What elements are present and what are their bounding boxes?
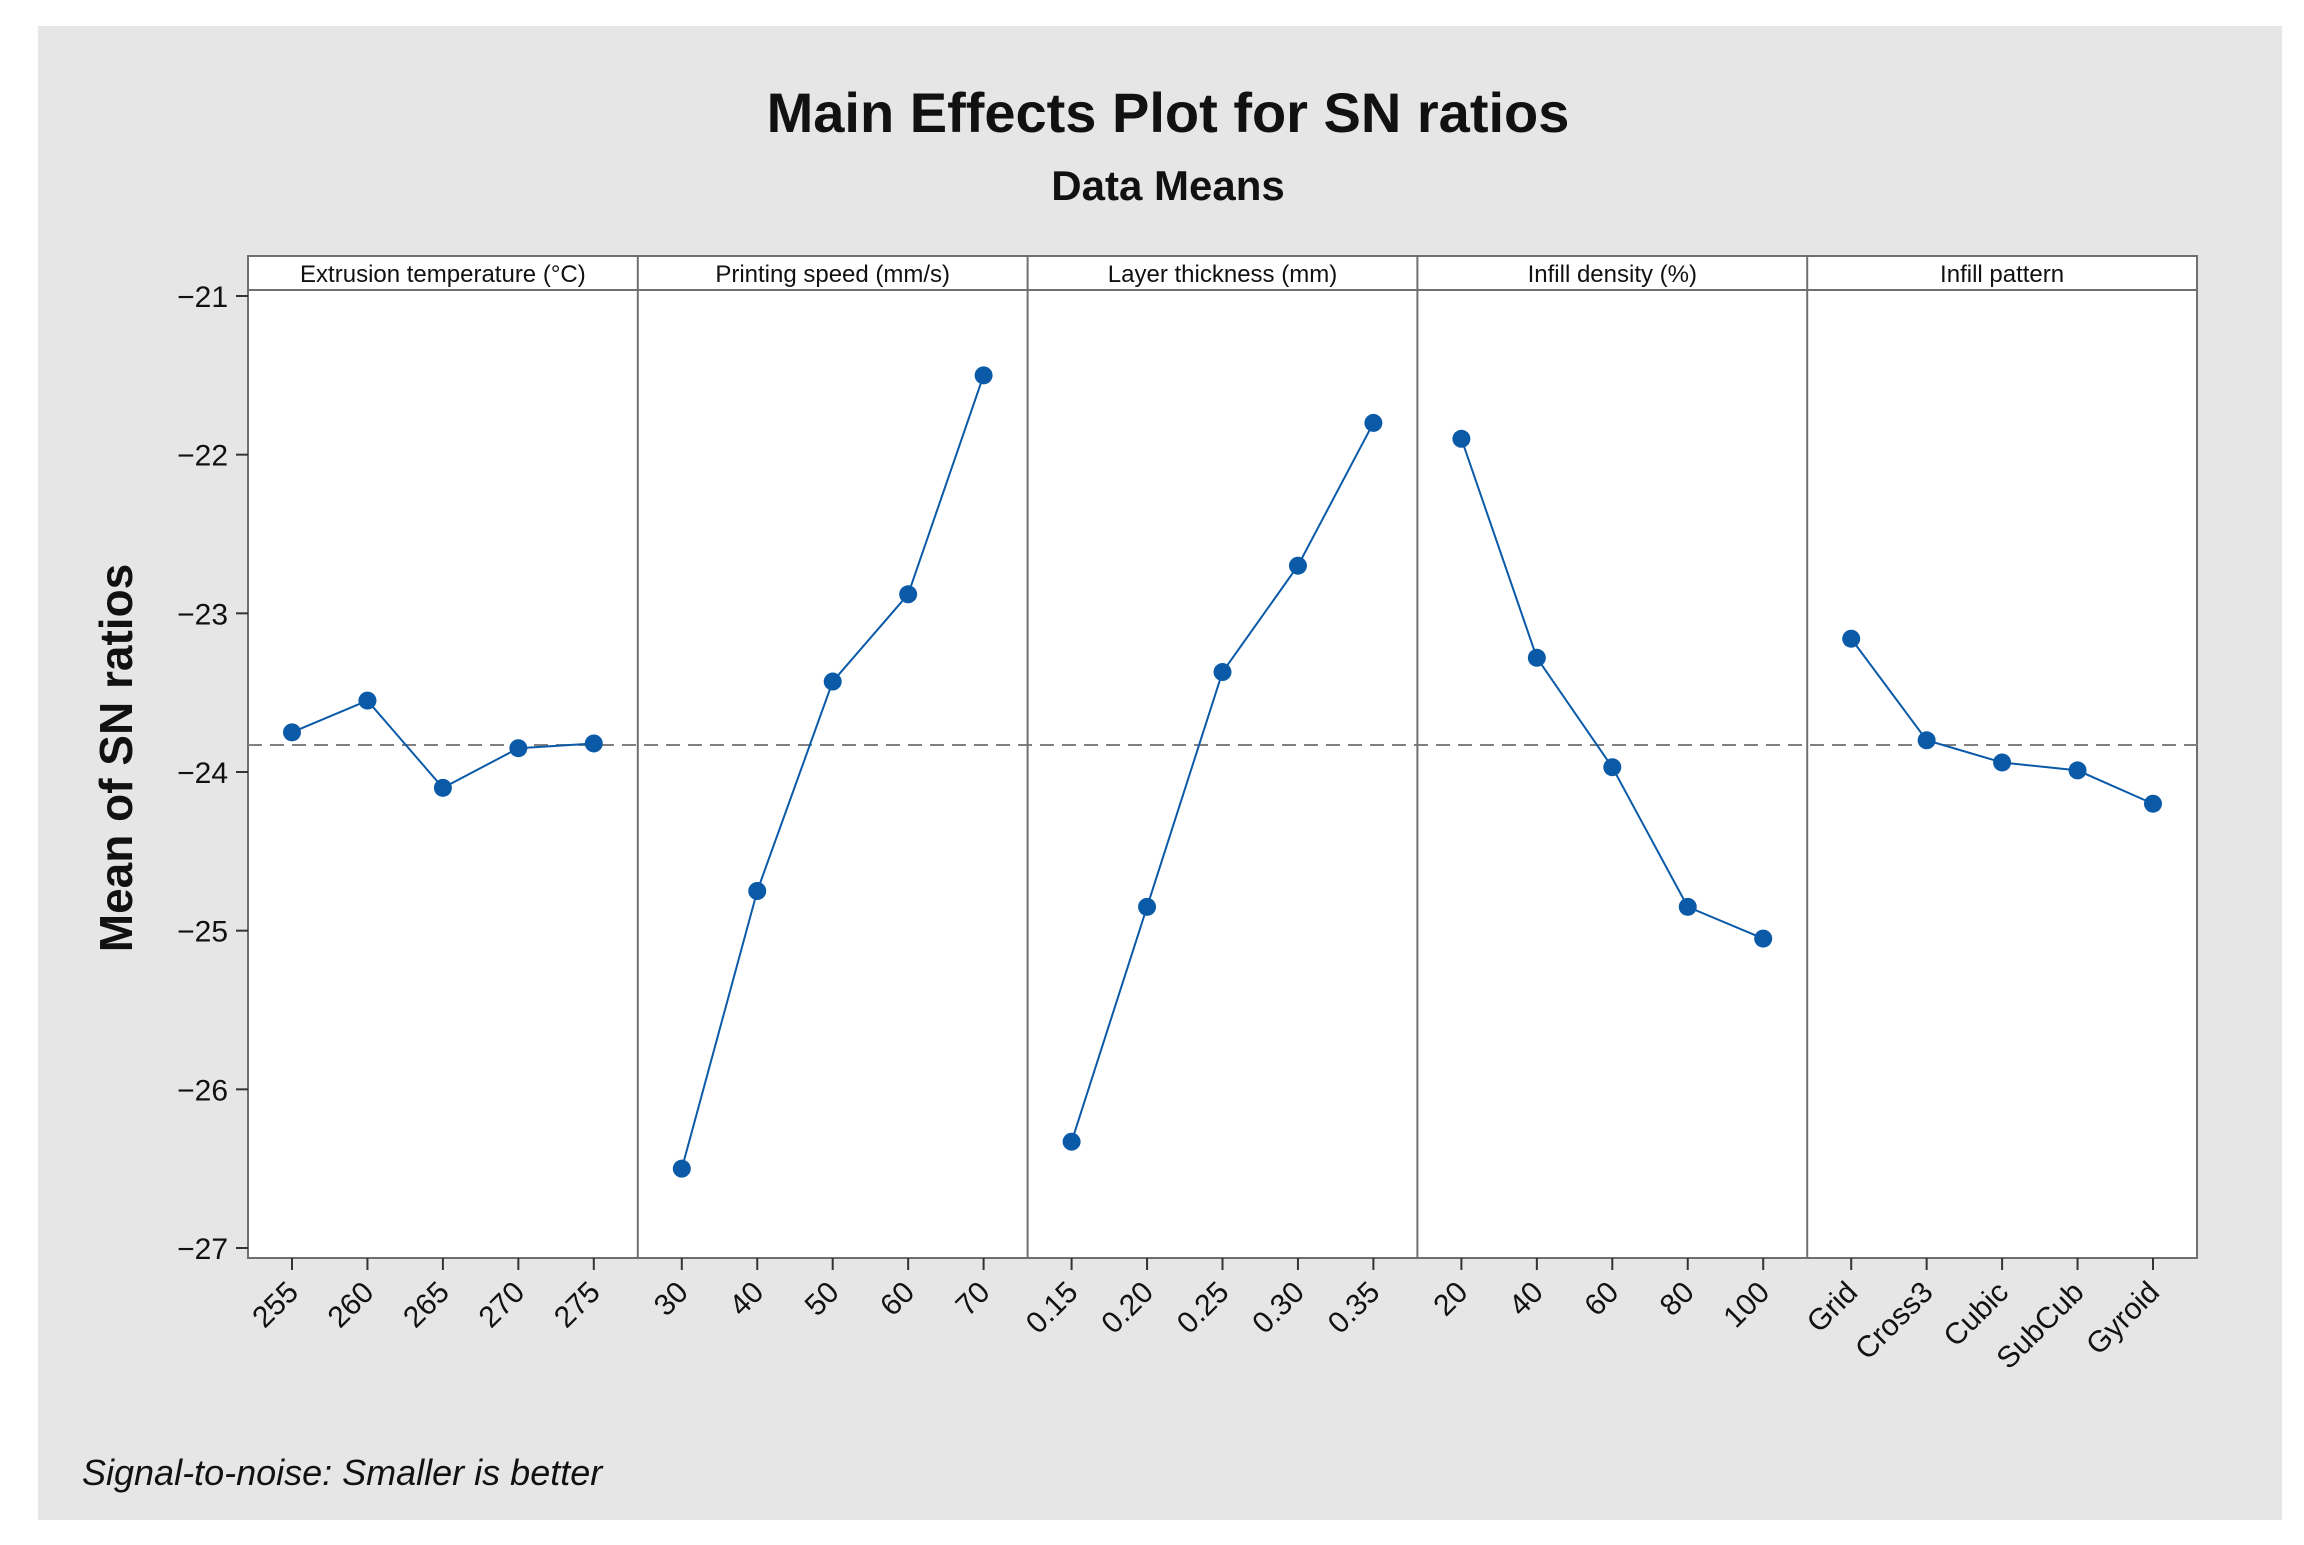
y-tick-label: −27 <box>177 1233 228 1266</box>
data-point <box>1062 1132 1081 1151</box>
data-point <box>974 366 993 385</box>
plot-area: −21 −22 −23 −24 −25 −26 −27 Extrusion temperatu… <box>177 255 2198 1376</box>
panel-label: Infill density (%) <box>1528 261 1697 288</box>
data-point <box>1917 731 1936 750</box>
plot-frame <box>247 255 2198 1259</box>
data-point <box>1213 663 1232 682</box>
data-point <box>2144 794 2162 813</box>
data-point <box>748 882 767 900</box>
data-point <box>358 691 377 710</box>
y-tick-label: −25 <box>177 916 228 949</box>
y-axis-label: Mean of SN ratios <box>90 564 142 953</box>
y-tick-label: −26 <box>177 1074 228 1107</box>
panel-label: Extrusion temperature (°C) <box>300 261 586 288</box>
data-point <box>1993 753 2012 772</box>
chart-subtitle: Data Means <box>1051 162 1284 209</box>
footnote: Signal-to-noise: Smaller is better <box>82 1452 604 1493</box>
data-point <box>509 739 528 758</box>
y-tick-label: −23 <box>177 598 228 631</box>
y-tick-label: −21 <box>177 281 228 314</box>
y-tick-label: −24 <box>177 757 228 790</box>
data-point <box>1288 556 1307 575</box>
panel-label: Printing speed (mm/s) <box>715 261 950 288</box>
data-point <box>1452 429 1471 448</box>
data-point <box>1603 758 1622 777</box>
data-point <box>1754 929 1773 948</box>
data-point <box>1138 897 1157 916</box>
data-point <box>433 778 452 797</box>
data-point <box>899 585 918 604</box>
data-point <box>672 1159 691 1178</box>
chart-title: Main Effects Plot for SN ratios <box>767 81 1570 144</box>
data-point <box>1842 629 1861 648</box>
data-point <box>2068 761 2087 780</box>
data-point <box>1527 648 1546 667</box>
data-point <box>1678 897 1697 916</box>
panel-label: Layer thickness (mm) <box>1108 261 1337 288</box>
data-point <box>283 723 301 742</box>
data-point <box>823 672 842 691</box>
data-point <box>584 734 603 753</box>
data-point <box>1364 413 1383 432</box>
panel-label: Infill pattern <box>1940 261 2064 288</box>
y-tick-label: −22 <box>177 440 228 473</box>
